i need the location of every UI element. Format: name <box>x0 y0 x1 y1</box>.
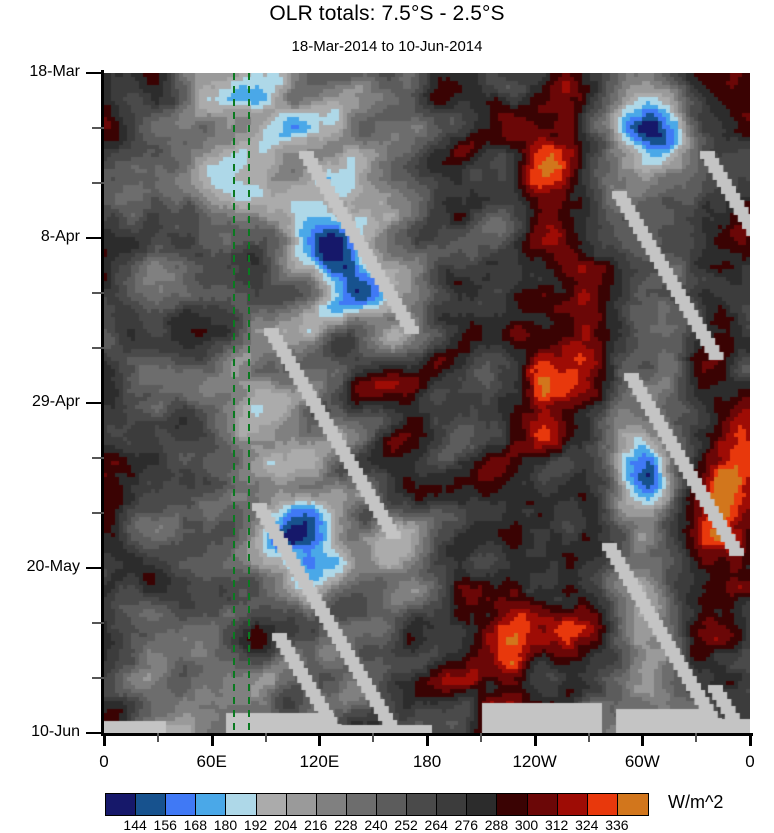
colorbar-swatch-17[interactable] <box>617 794 648 815</box>
colorbar-level-156: 156 <box>153 817 177 833</box>
x-tick-major <box>103 733 106 746</box>
colorbar-level-336: 336 <box>605 817 629 833</box>
x-tick-major <box>749 733 752 746</box>
x-tick-minor <box>695 733 698 742</box>
y-tick-label-4: 10-Jun <box>31 723 80 740</box>
y-tick-label-3: 20-May <box>26 558 80 575</box>
y-tick-minor <box>92 457 104 459</box>
x-tick-label-6: 0 <box>745 752 755 771</box>
x-tick-major <box>318 733 322 746</box>
colorbar-swatch-5[interactable] <box>256 794 287 815</box>
y-tick-minor <box>92 512 104 514</box>
colorbar-swatch-12[interactable] <box>467 794 498 815</box>
x-tick-label-1: 60E <box>196 752 227 771</box>
y-tick-label-1: 8-Apr <box>40 228 80 245</box>
colorbar-swatch-7[interactable] <box>316 794 347 815</box>
colorbar-level-252: 252 <box>394 817 418 833</box>
x-tick-major <box>641 733 645 746</box>
colorbar-swatch-14[interactable] <box>527 794 558 815</box>
x-tick-major <box>426 733 429 746</box>
hovmoller-plot-area[interactable] <box>104 73 750 733</box>
colorbar-level-144: 144 <box>123 817 147 833</box>
colorbar-units-label: W/m^2 <box>668 792 724 812</box>
x-tick-minor <box>587 733 590 742</box>
y-tick-minor <box>92 127 104 129</box>
x-tick-label-2: 120E <box>299 752 340 771</box>
y-tick-minor <box>92 622 104 624</box>
colorbar-level-324: 324 <box>575 817 599 833</box>
x-tick-minor <box>479 733 482 742</box>
x-tick-major <box>210 733 214 746</box>
colorbar[interactable] <box>105 793 649 816</box>
colorbar-swatch-3[interactable] <box>196 794 227 815</box>
y-tick-major <box>86 237 104 239</box>
x-tick-label-3: 180 <box>412 752 442 771</box>
y-tick-minor <box>92 677 104 679</box>
colorbar-swatch-2[interactable] <box>166 794 197 815</box>
colorbar-swatch-11[interactable] <box>437 794 468 815</box>
colorbar-level-276: 276 <box>454 817 478 833</box>
x-tick-label-0: 0 <box>99 752 109 771</box>
y-tick-minor <box>92 347 104 349</box>
colorbar-level-228: 228 <box>334 817 358 833</box>
y-tick-minor <box>92 182 104 184</box>
colorbar-level-180: 180 <box>213 817 238 833</box>
colorbar-swatch-6[interactable] <box>286 794 317 815</box>
colorbar-level-204: 204 <box>273 817 298 833</box>
colorbar-swatch-13[interactable] <box>497 794 528 815</box>
reference-line-1 <box>247 73 250 733</box>
colorbar-level-168: 168 <box>183 817 207 833</box>
x-tick-minor <box>264 733 267 742</box>
chart-title: OLR totals: 7.5°S - 2.5°S <box>269 2 505 25</box>
colorbar-level-192: 192 <box>243 817 268 833</box>
colorbar-swatch-9[interactable] <box>376 794 408 815</box>
y-tick-label-2: 29-Apr <box>31 393 80 410</box>
colorbar-swatch-0[interactable] <box>106 794 137 815</box>
colorbar-swatch-4[interactable] <box>226 794 257 815</box>
x-tick-minor <box>156 733 159 742</box>
colorbar-level-264: 264 <box>424 817 448 833</box>
colorbar-swatch-16[interactable] <box>587 794 618 815</box>
y-tick-major <box>86 567 104 569</box>
colorbar-level-312: 312 <box>544 817 569 833</box>
y-tick-label-0: 18-Mar <box>29 63 80 80</box>
y-tick-minor <box>92 292 104 294</box>
colorbar-level-240: 240 <box>364 817 388 833</box>
olr-field-canvas <box>104 73 750 733</box>
colorbar-swatch-1[interactable] <box>136 794 167 815</box>
colorbar-level-216: 216 <box>304 817 328 833</box>
colorbar-swatch-15[interactable] <box>557 794 588 815</box>
chart-subtitle: 18-Mar-2014 to 10-Jun-2014 <box>291 38 483 55</box>
x-tick-major <box>533 733 537 746</box>
colorbar-swatch-10[interactable] <box>407 794 438 815</box>
x-tick-minor <box>372 733 375 742</box>
colorbar-level-300: 300 <box>514 817 539 833</box>
colorbar-swatch-8[interactable] <box>346 794 377 815</box>
x-tick-label-4: 120W <box>512 752 557 771</box>
x-tick-label-5: 60W <box>624 752 660 771</box>
reference-line-0 <box>233 73 236 733</box>
y-tick-major <box>86 72 104 74</box>
y-tick-major <box>86 402 104 404</box>
colorbar-level-288: 288 <box>484 817 509 833</box>
y-tick-major <box>86 732 104 734</box>
